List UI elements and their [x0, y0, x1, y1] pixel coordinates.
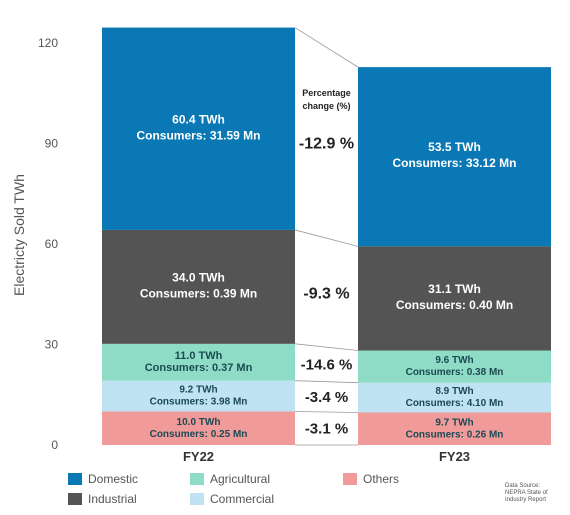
- y-tick-label: 120: [38, 36, 58, 50]
- data-label-consumers: Consumers: 0.26 Mn: [406, 429, 504, 440]
- bar-segment-others-fy22: [102, 411, 295, 445]
- legend-swatch: [68, 493, 82, 505]
- category-labels: FY22 FY23: [183, 449, 470, 464]
- connector-line: [294, 27, 359, 68]
- data-label-consumers: Consumers: 0.25 Mn: [150, 429, 248, 440]
- percentage-change-value: -14.6 %: [301, 356, 353, 373]
- connector-line: [294, 411, 359, 413]
- data-label-consumers: Consumers: 0.40 Mn: [396, 298, 513, 312]
- data-label-value: 53.5 TWh: [428, 140, 481, 154]
- bar-segment-domestic-fy22: [102, 27, 295, 230]
- data-label-consumers: Consumers: 33.12 Mn: [392, 156, 516, 170]
- legend-item-industrial: Industrial: [68, 492, 137, 506]
- legend-item-commercial: Commercial: [190, 492, 274, 506]
- bar-segment-commercial-fy22: [102, 380, 295, 412]
- data-label-consumers: Consumers: 31.59 Mn: [136, 128, 260, 142]
- bar-segment-agricultural-fy22: [102, 343, 295, 381]
- x-category-label: FY22: [183, 449, 214, 464]
- data-label-consumers: Consumers: 0.39 Mn: [140, 286, 257, 300]
- percentage-change-value: -12.9 %: [299, 136, 354, 153]
- data-label-value: 9.2 TWh: [179, 385, 217, 396]
- data-label-value: 9.6 TWh: [435, 355, 473, 366]
- data-label-value: 8.9 TWh: [435, 386, 473, 397]
- percentage-change-value: -9.3 %: [303, 286, 349, 303]
- bar-segment-industrial-fy23: [358, 246, 551, 351]
- data-label-consumers: Consumers: 0.37 Mn: [145, 362, 253, 374]
- y-axis-label: Electricty Sold TWh: [11, 174, 27, 296]
- legend-label: Domestic: [88, 472, 139, 486]
- source-note-line: NEPRA State of: [505, 490, 548, 496]
- legend-swatch: [190, 473, 204, 485]
- percentage-change-column: Percentage change (%) -3.1 % -3.4 % -14.6 % -…: [299, 88, 354, 438]
- legend-label: Industrial: [88, 492, 137, 506]
- source-note: Data Source: NEPRA State of Industry Repor…: [505, 483, 565, 504]
- percentage-change-title: Percentage: [302, 88, 351, 98]
- legend-item-agricultural: Agricultural: [190, 472, 270, 486]
- source-note-line: Data Source:: [505, 483, 541, 489]
- data-label-value: 10.0 TWh: [177, 417, 221, 428]
- y-tick-label: 30: [45, 338, 59, 352]
- data-label-value: 9.7 TWh: [435, 417, 473, 428]
- legend-label: Others: [363, 472, 400, 486]
- data-label-value: 11.0 TWh: [175, 350, 223, 362]
- data-label-consumers: Consumers: 4.10 Mn: [406, 398, 504, 409]
- legend-item-domestic: Domestic: [68, 472, 138, 486]
- percentage-change-value: -3.4 %: [305, 389, 348, 406]
- y-tick-label: 60: [45, 237, 59, 251]
- percentage-change-value: -3.1 %: [305, 421, 348, 438]
- connector-line: [294, 380, 359, 384]
- legend-swatch: [190, 493, 204, 505]
- legend-item-others: Others: [343, 472, 399, 486]
- legend-swatch: [343, 473, 357, 485]
- y-tick-label: 90: [45, 137, 59, 151]
- legend-label: Commercial: [210, 492, 275, 506]
- data-label-value: 31.1 TWh: [428, 282, 481, 296]
- x-category-label: FY23: [439, 449, 470, 464]
- percentage-change-title: change (%): [302, 101, 350, 111]
- data-label-value: 34.0 TWh: [172, 270, 225, 284]
- bar-segment-industrial-fy22: [102, 229, 295, 344]
- y-axis: 0 30 60 90 120: [38, 36, 58, 452]
- y-tick-label: 0: [51, 438, 58, 452]
- bar-segment-commercial-fy23: [358, 382, 551, 413]
- connector-line: [294, 343, 359, 351]
- source-note-line: Industry Report: [505, 497, 547, 503]
- bar-segment-domestic-fy23: [358, 67, 551, 247]
- legend: Domestic Agricultural Others Industrial Comm…: [68, 470, 428, 512]
- legend-swatch: [68, 473, 82, 485]
- data-label-consumers: Consumers: 0.38 Mn: [406, 367, 504, 378]
- connector-lines: [294, 27, 359, 446]
- connector-line: [294, 229, 359, 247]
- legend-label: Agricultural: [210, 472, 271, 486]
- data-label-consumers: Consumers: 3.98 Mn: [150, 397, 248, 408]
- data-label-value: 60.4 TWh: [172, 112, 225, 126]
- bar-segment-agricultural-fy23: [358, 350, 551, 383]
- bar-segment-others-fy23: [358, 412, 551, 445]
